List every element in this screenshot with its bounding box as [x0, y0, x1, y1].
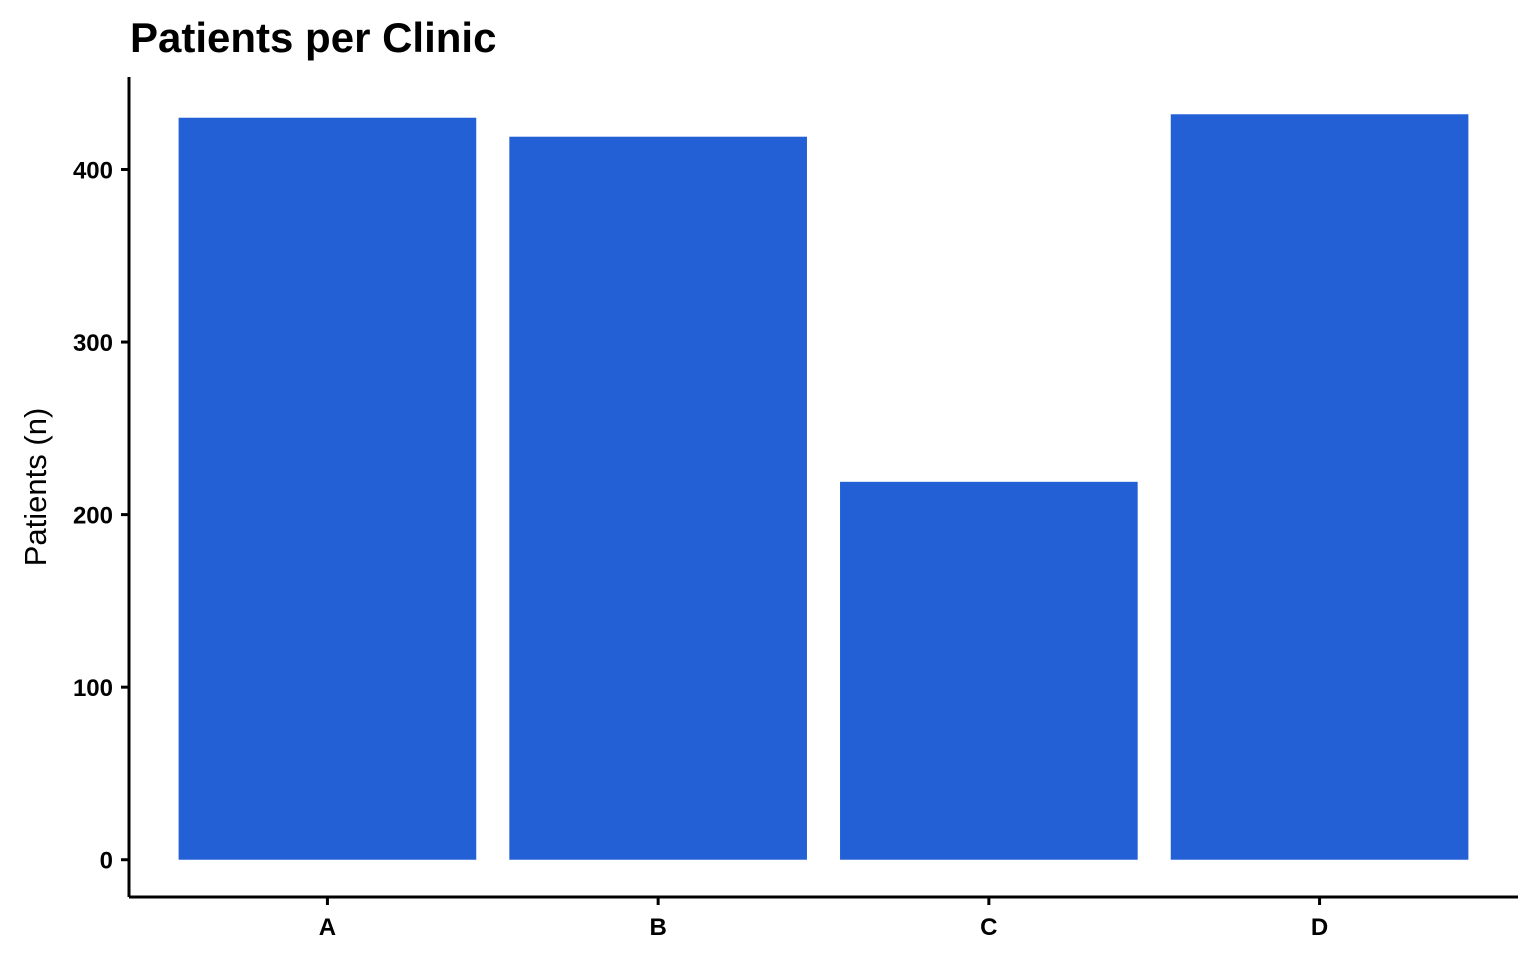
x-tick-label-b: B	[649, 914, 666, 941]
y-axis-title: Patients (n)	[18, 408, 53, 567]
x-axis: A B C D	[129, 895, 1518, 941]
y-tick-label-200: 200	[73, 503, 113, 530]
x-tick-label-d: D	[1311, 914, 1328, 941]
x-tick-label-a: A	[319, 914, 336, 941]
y-tick-label-300: 300	[73, 330, 113, 357]
y-tick-label-400: 400	[73, 157, 113, 184]
y-tick-label-0: 0	[100, 848, 113, 875]
bar-d	[1170, 114, 1469, 860]
y-axis: 0 100 200 300 400	[73, 77, 131, 897]
chart-title: Patients per Clinic	[130, 14, 496, 61]
bar-a	[178, 117, 477, 860]
y-tick-label-100: 100	[73, 675, 113, 702]
x-tick-label-c: C	[980, 914, 997, 941]
bar-b	[509, 136, 807, 860]
bar-c	[840, 481, 1138, 860]
bars-group	[178, 114, 1469, 860]
